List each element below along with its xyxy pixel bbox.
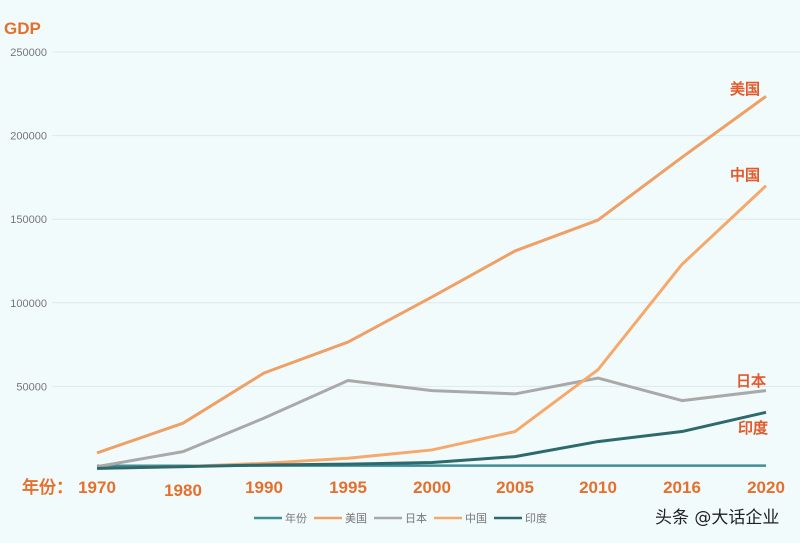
y-tick-label: 50000 [16, 381, 47, 393]
x-tick-label: 2016 [663, 478, 701, 497]
x-tick-label: 2020 [747, 478, 785, 497]
y-tick-label: 150000 [10, 214, 47, 226]
x-tick-label: 1980 [164, 481, 202, 500]
series-end-label: 美国 [730, 80, 760, 98]
y-axis-label: GDP [4, 19, 41, 38]
x-tick-label: 2005 [496, 478, 534, 497]
legend-item: 美国 [345, 512, 367, 525]
x-axis-prefix: 年份： [22, 477, 73, 497]
watermark: 头条 @大话企业 [655, 508, 779, 528]
y-tick-label: 250000 [10, 47, 47, 59]
x-tick-label: 1990 [245, 478, 283, 497]
series-end-label: 中国 [730, 166, 760, 184]
series-line-1 [96, 95, 767, 455]
x-tick-label: 1995 [329, 478, 367, 497]
x-tick-label: 1970 [78, 478, 116, 497]
x-tick-label: 2000 [413, 478, 451, 497]
series-line-2 [96, 376, 767, 469]
legend-item: 日本 [405, 511, 427, 525]
x-tick-label: 2010 [579, 478, 617, 497]
y-tick-label: 100000 [10, 298, 47, 310]
legend-item: 年份 [285, 511, 307, 525]
legend-item: 中国 [465, 512, 487, 525]
series-end-label: 日本 [736, 372, 766, 390]
y-tick-label: 200000 [10, 131, 47, 143]
series-line-4 [96, 410, 767, 470]
legend-item: 印度 [525, 511, 547, 525]
series-line-3 [96, 184, 768, 470]
series-end-label: 印度 [738, 419, 769, 437]
